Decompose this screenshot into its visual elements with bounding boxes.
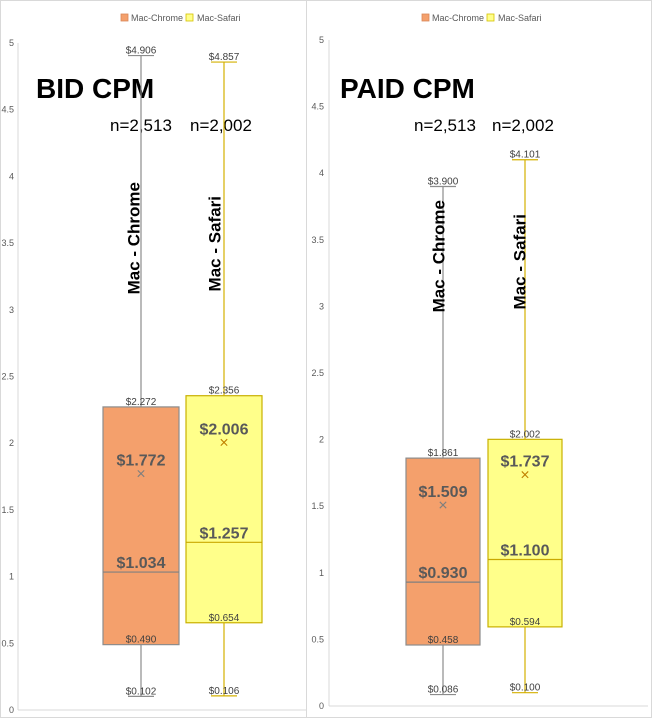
legend-label: Mac-Safari: [498, 13, 542, 23]
data-label-mean: $2.006: [200, 421, 249, 438]
data-label-q1: $0.654: [209, 613, 240, 624]
y-tick-label: 3.5: [311, 235, 324, 245]
mean-marker: [521, 471, 529, 479]
legend-label: Mac-Chrome: [432, 13, 484, 23]
y-tick-label: 0.5: [1, 638, 14, 648]
series-vertical-label: Mac - Safari: [205, 196, 224, 291]
y-tick-label: 1: [319, 568, 324, 578]
y-tick-label: 2.5: [1, 372, 14, 382]
legend-label: Mac-Safari: [197, 13, 241, 23]
y-tick-label: 1.5: [311, 501, 324, 511]
legend-swatch: [120, 13, 129, 22]
mean-marker-stroke: [137, 470, 145, 478]
data-label-max: $3.900: [428, 177, 459, 188]
data-label-median: $0.930: [419, 565, 468, 582]
y-tick-label: 0: [9, 705, 14, 715]
mean-marker-stroke: [521, 471, 529, 479]
legend-swatch: [421, 13, 430, 22]
y-tick-label: 5: [319, 35, 324, 45]
data-label-min: $0.086: [428, 685, 459, 696]
mean-marker-stroke: [220, 438, 228, 446]
chart-title: BID CPM: [36, 73, 154, 104]
y-tick-label: 0: [319, 701, 324, 711]
data-label-q1: $0.490: [126, 635, 157, 646]
data-label-q3: $2.002: [510, 429, 541, 440]
legend-label: Mac-Chrome: [131, 13, 183, 23]
y-tick-label: 2.5: [311, 368, 324, 378]
data-label-mean: $1.509: [419, 484, 468, 501]
y-tick-label: 1.5: [1, 505, 14, 515]
data-label-q1: $0.458: [428, 635, 459, 646]
y-tick-label: 2: [9, 438, 14, 448]
data-label-median: $1.257: [200, 525, 249, 542]
data-label-max: $4.906: [126, 46, 157, 57]
box-iqr: [487, 438, 563, 628]
data-label-median: $1.100: [501, 542, 550, 559]
legend-swatch: [486, 13, 495, 22]
data-label-mean: $1.737: [501, 454, 550, 471]
data-label-min: $0.100: [510, 683, 541, 694]
y-tick-label: 3: [319, 301, 324, 311]
series-vertical-label: Mac - Chrome: [124, 182, 143, 294]
legend-swatch: [185, 13, 194, 22]
sample-count-label: n=2,002: [190, 116, 252, 135]
sample-count-label: n=2,513: [414, 116, 476, 135]
y-tick-label: 4.5: [311, 102, 324, 112]
data-label-q1: $0.594: [510, 617, 541, 628]
data-label-max: $4.857: [209, 52, 240, 63]
y-tick-label: 4: [9, 171, 14, 181]
mean-marker: [439, 501, 447, 509]
chart-panel-1: 0 0.5 1 1.5 2 2.5 3 3.5 4 4.5 5 Mac-Chrome Mac-Safar…: [0, 0, 353, 718]
mean-marker: [220, 438, 228, 446]
data-label-q3: $1.861: [428, 448, 459, 459]
chart-title: PAID CPM: [340, 73, 475, 104]
data-label-mean: $1.772: [117, 453, 166, 470]
data-label-min: $0.106: [209, 686, 240, 697]
data-label-q3: $2.272: [126, 397, 157, 408]
sample-count-label: n=2,002: [492, 116, 554, 135]
chart-panel-2: 0 0.5 1 1.5 2 2.5 3 3.5 4 4.5 5 Mac-Chrome Mac-Safar…: [306, 0, 652, 718]
y-tick-label: 1: [9, 572, 14, 582]
box-iqr: [185, 395, 263, 624]
series-vertical-label: Mac - Safari: [510, 214, 529, 309]
box-iqr: [405, 457, 481, 646]
data-label-max: $4.101: [510, 150, 541, 161]
y-tick-label: 0.5: [311, 634, 324, 644]
mean-marker-stroke: [439, 501, 447, 509]
y-tick-label: 5: [9, 38, 14, 48]
y-tick-label: 4: [319, 168, 324, 178]
data-label-min: $0.102: [126, 686, 157, 697]
series-vertical-label: Mac - Chrome: [429, 200, 448, 312]
mean-marker: [137, 470, 145, 478]
box-iqr: [102, 406, 180, 646]
y-tick-label: 3.5: [1, 238, 14, 248]
data-label-median: $1.034: [117, 555, 166, 572]
y-tick-label: 4.5: [1, 105, 14, 115]
y-tick-label: 3: [9, 305, 14, 315]
y-tick-label: 2: [319, 435, 324, 445]
data-label-q3: $2.356: [209, 386, 240, 397]
